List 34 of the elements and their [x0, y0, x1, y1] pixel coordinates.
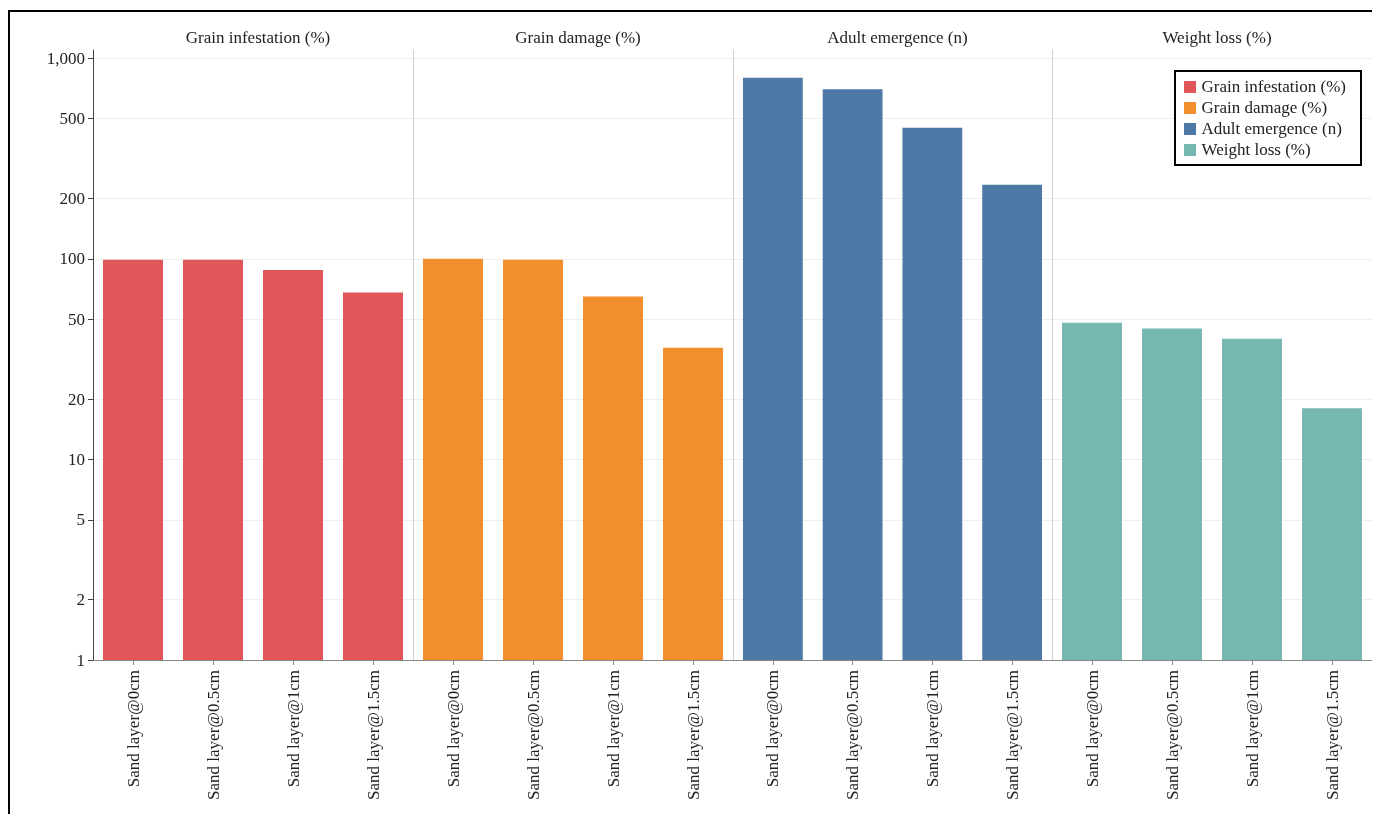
- legend-label: Weight loss (%): [1201, 139, 1311, 160]
- x-tick-label: Sand layer@1.5cm: [683, 670, 703, 800]
- y-tick-label: 200: [59, 188, 85, 208]
- x-tick-label: Sand layer@0.5cm: [203, 670, 223, 800]
- chart-title: Adult emergence (n): [827, 28, 968, 47]
- chart-title: Grain infestation (%): [185, 28, 331, 47]
- y-tick-label: 50: [68, 309, 85, 329]
- y-tick-label: 10: [68, 449, 85, 469]
- x-tick-label: Sand layer@1.5cm: [1002, 670, 1022, 800]
- y-tick-label: 1,000: [46, 48, 85, 68]
- x-tick-label: Sand layer@0cm: [1082, 670, 1102, 788]
- y-tick-label: 5: [76, 510, 85, 530]
- x-tick-label: Sand layer@0.5cm: [523, 670, 543, 800]
- x-tick-label: Sand layer@1cm: [1242, 670, 1262, 788]
- chart-title: Weight loss (%): [1162, 28, 1272, 47]
- x-tick-label: Sand layer@1.5cm: [363, 670, 383, 800]
- y-tick-label: 1: [76, 650, 85, 670]
- x-tick-label: Sand layer@0cm: [123, 670, 143, 788]
- x-tick-label: Sand layer@1cm: [922, 670, 942, 788]
- chart-title: Grain damage (%): [515, 28, 641, 47]
- x-tick-label: Sand layer@0.5cm: [843, 670, 863, 800]
- y-tick-label: 500: [59, 109, 85, 129]
- legend-label: Grain damage (%): [1201, 97, 1328, 118]
- x-tick-label: Sand layer@0cm: [763, 670, 783, 788]
- x-tick-label: Sand layer@1cm: [603, 670, 623, 788]
- y-tick-label: 20: [68, 389, 85, 409]
- y-tick-label: 100: [59, 249, 85, 269]
- x-tick-label: Sand layer@0cm: [443, 670, 463, 788]
- legend-label: Grain infestation (%): [1201, 76, 1346, 97]
- x-tick-label: Sand layer@1cm: [283, 670, 303, 788]
- y-tick-label: 2: [76, 590, 85, 610]
- x-tick-label: Sand layer@0.5cm: [1162, 670, 1182, 800]
- x-tick-label: Sand layer@1.5cm: [1322, 670, 1342, 800]
- legend-label: Adult emergence (n): [1201, 118, 1342, 139]
